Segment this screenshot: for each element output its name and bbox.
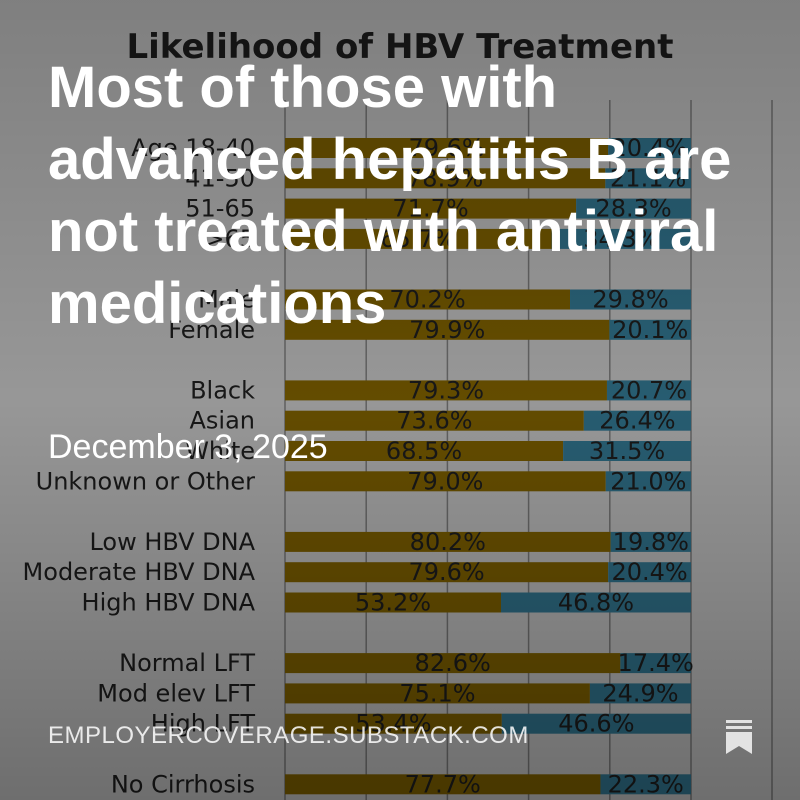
category-label: No Cirrhosis [111, 770, 255, 798]
category-label: Unknown or Other [36, 467, 255, 495]
category-label: Normal LFT [119, 649, 255, 677]
category-label: Black [190, 376, 255, 404]
bar-label-treated: 79.6% [408, 558, 484, 586]
post-date: December 3, 2025 [48, 428, 328, 466]
bar-label-not-treated: 26.4% [599, 407, 675, 435]
bar-label-treated: 53.2% [355, 589, 431, 617]
site-name[interactable]: EMPLOYERCOVERAGE.SUBSTACK.COM [48, 722, 529, 749]
bar-label-treated: 82.6% [415, 649, 491, 677]
bar-label-not-treated: 24.9% [602, 679, 678, 707]
bar-label-not-treated: 19.8% [613, 528, 689, 556]
bookmark-icon[interactable] [724, 720, 754, 754]
bar-label-treated: 79.0% [407, 467, 483, 495]
bar-label-treated: 68.5% [386, 437, 462, 465]
category-label: Low HBV DNA [89, 528, 255, 556]
bar-label-not-treated: 20.4% [611, 558, 687, 586]
bar-label-not-treated: 22.3% [608, 770, 684, 798]
bar-label-not-treated: 20.7% [611, 376, 687, 404]
bar-label-treated: 77.7% [405, 770, 481, 798]
bar-label-treated: 75.1% [399, 679, 475, 707]
bar-label-not-treated: 31.5% [589, 437, 665, 465]
category-label: High HBV DNA [82, 589, 256, 617]
bar-label-treated: 80.2% [410, 528, 486, 556]
bar-label-treated: 79.3% [408, 376, 484, 404]
post-headline[interactable]: Most of those with advanced hepatitis B … [48, 55, 732, 336]
bar-label-not-treated: 21.0% [610, 467, 686, 495]
bar-label-not-treated: 46.6% [558, 710, 634, 738]
bar-label-not-treated: 17.4% [618, 649, 694, 677]
category-label: Moderate HBV DNA [23, 558, 256, 586]
bar-label-not-treated: 46.8% [558, 589, 634, 617]
category-label: Mod elev LFT [97, 679, 255, 707]
bar-label-treated: 73.6% [396, 407, 472, 435]
